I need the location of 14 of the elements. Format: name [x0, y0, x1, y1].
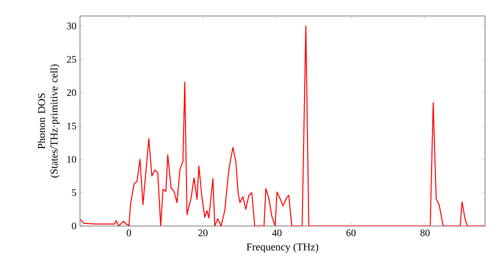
- x-tick-label: 80: [420, 230, 430, 236]
- y-tick-label: 5: [72, 189, 76, 196]
- y-tick-label: 30: [67, 22, 76, 30]
- y-tick-label: 10: [67, 156, 76, 163]
- x-tick-label: 0: [126, 230, 131, 236]
- y-tick-label: 25: [66, 56, 76, 63]
- y-tick-label: 0: [72, 222, 76, 230]
- x-tick-label: 40: [272, 230, 282, 236]
- y-tick-label: 20: [66, 89, 76, 96]
- x-axis-title: Frequency (THz): [246, 243, 318, 253]
- x-tick-label: 60: [346, 230, 356, 236]
- y-tick-label: 15: [67, 122, 76, 130]
- x-tick-label: 20: [198, 230, 208, 236]
- y-axis-title: Phonon DOS (States/THz·primitive cell): [38, 64, 60, 178]
